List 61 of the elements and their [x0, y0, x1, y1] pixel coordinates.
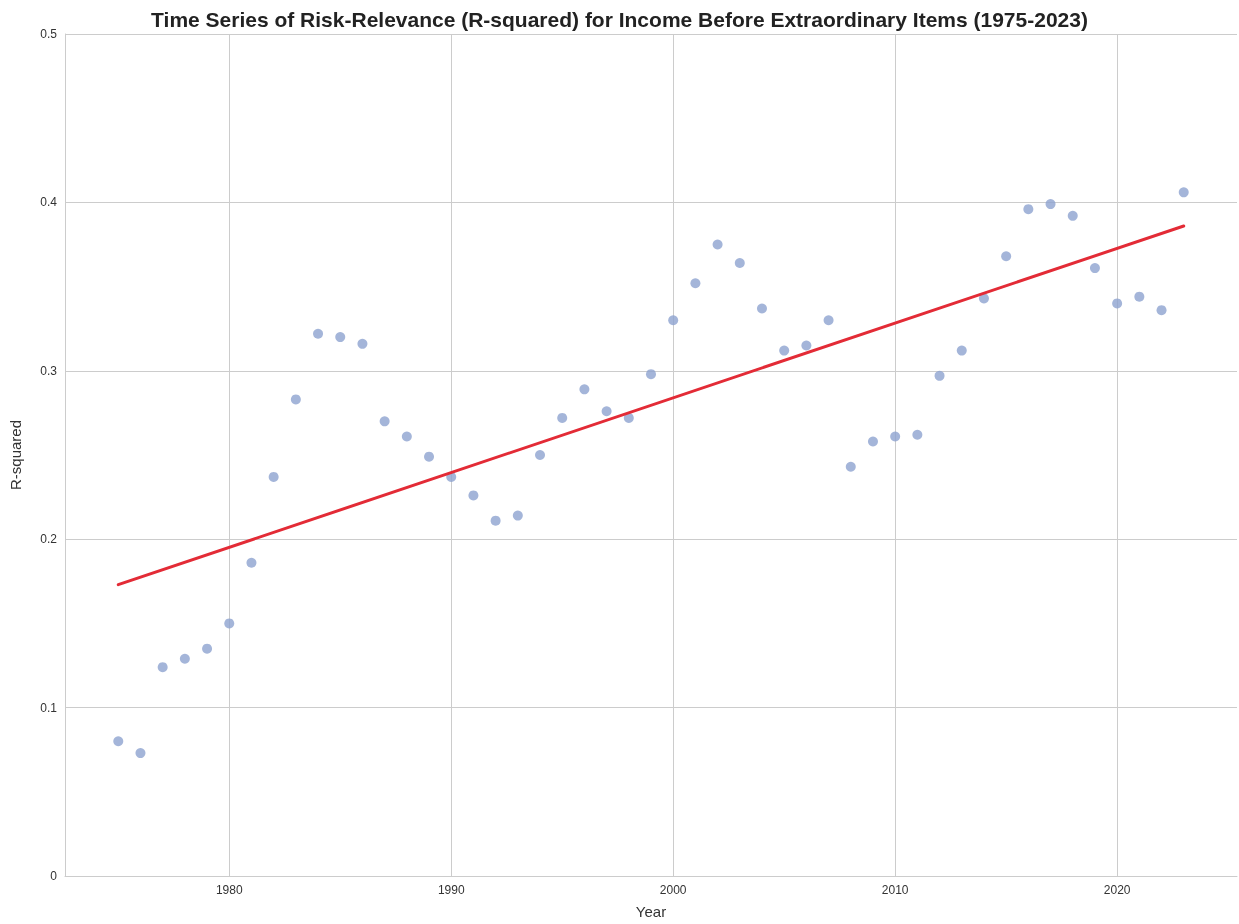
point — [535, 450, 546, 460]
point — [268, 471, 279, 482]
point — [1045, 199, 1056, 210]
point — [1156, 305, 1167, 316]
x-tick-label: 1980 — [215, 883, 243, 897]
point — [801, 340, 812, 351]
point — [734, 258, 745, 269]
point — [1067, 210, 1078, 221]
y-tick-label: 0.1 — [40, 700, 58, 715]
x-tick-label: 1990 — [437, 883, 465, 897]
point — [712, 239, 723, 250]
y-axis-title: R-squared — [7, 419, 24, 491]
point — [934, 370, 945, 381]
point — [113, 736, 124, 747]
point — [246, 557, 257, 568]
point — [757, 303, 767, 314]
point — [912, 429, 923, 440]
point — [490, 515, 501, 526]
point — [424, 451, 435, 462]
point — [646, 369, 656, 380]
point — [512, 510, 523, 521]
point — [1134, 291, 1145, 302]
point — [557, 412, 568, 423]
y-tick-label: 0.3 — [40, 363, 58, 378]
point — [135, 748, 146, 759]
point — [1089, 263, 1100, 274]
point — [401, 431, 412, 442]
point — [1001, 251, 1012, 262]
point — [1023, 204, 1034, 215]
point — [202, 643, 213, 654]
point — [601, 406, 612, 417]
point — [379, 416, 390, 427]
point — [179, 653, 190, 664]
x-axis-title: Year — [635, 903, 667, 920]
point — [668, 315, 679, 326]
chart-title: Time Series of Risk-Relevance (R-squared) for Income Before Extraordinary Items (1975-2023) — [151, 8, 1088, 31]
point — [1178, 187, 1189, 198]
point — [313, 328, 324, 339]
point — [845, 461, 856, 472]
x-tick-label: 2010 — [881, 883, 909, 897]
point — [956, 345, 967, 356]
point — [357, 338, 368, 349]
x-tick-label: 2020 — [1103, 883, 1131, 897]
point — [335, 332, 346, 343]
y-tick-label: 0.2 — [40, 532, 58, 547]
point — [468, 490, 479, 501]
point — [867, 436, 878, 447]
y-tick-label: 0.5 — [40, 27, 58, 41]
point — [579, 384, 590, 395]
point — [623, 412, 634, 423]
y-tick-label: 0.4 — [40, 195, 58, 210]
point — [890, 431, 901, 442]
y-tick-label: 0 — [50, 869, 58, 883]
point — [690, 278, 701, 289]
point — [779, 345, 790, 356]
point — [290, 394, 301, 405]
point — [823, 315, 834, 326]
point — [1112, 298, 1123, 309]
x-tick-label: 2000 — [659, 883, 687, 897]
point — [224, 618, 235, 629]
point — [157, 662, 168, 673]
